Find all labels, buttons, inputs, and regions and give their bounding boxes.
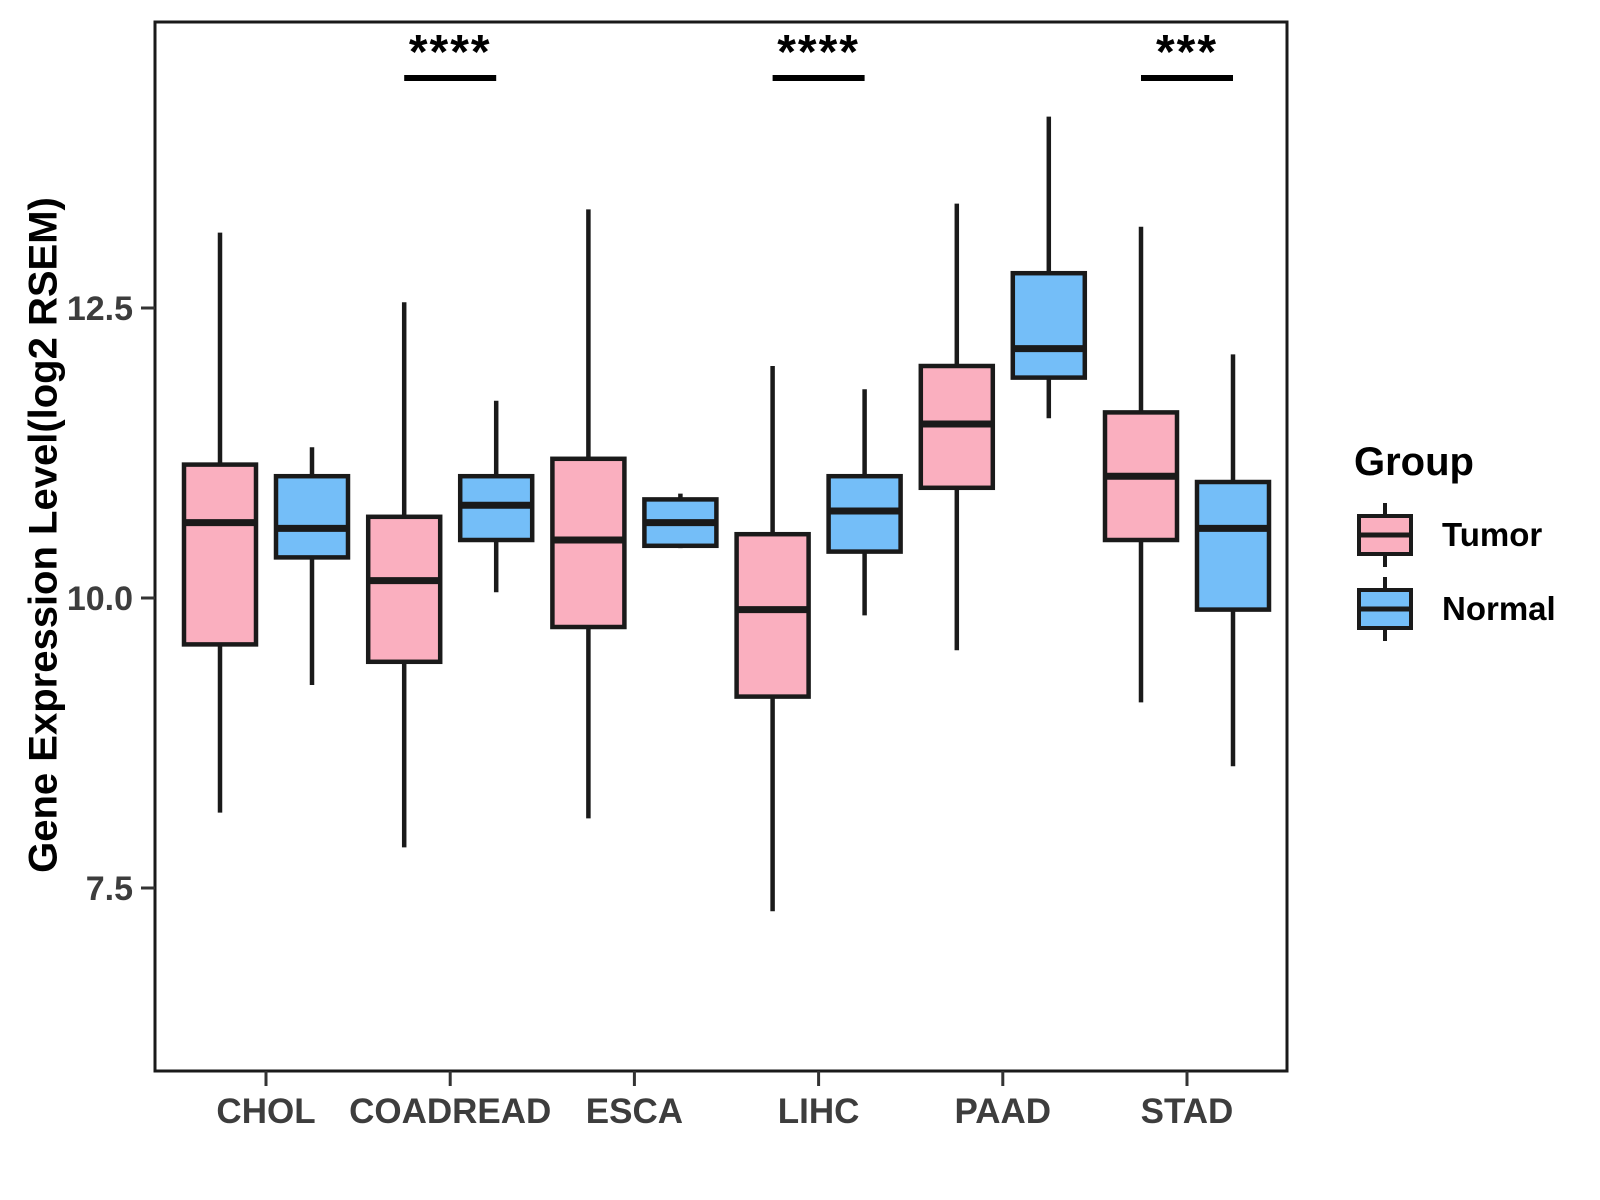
x-tick-label: CHOL: [216, 1092, 315, 1131]
x-tick-label: ESCA: [586, 1092, 683, 1131]
x-tick-label: LIHC: [778, 1092, 860, 1131]
legend-key-normal-boxplot-glyph: [1357, 577, 1413, 641]
x-tick-label: COADREAD: [349, 1092, 551, 1131]
legend: Group Tumor Normal: [1352, 440, 1556, 649]
box-stad-normal: [1194, 479, 1272, 612]
legend-entry-tumor: Tumor: [1352, 501, 1556, 569]
y-tick-label: 7.5: [86, 870, 133, 908]
box-chol-normal: [273, 473, 351, 560]
significance-stars-lihc: ****: [777, 26, 860, 79]
significance-stars-stad: ***: [1156, 26, 1218, 79]
legend-entries: Tumor Normal: [1352, 501, 1556, 643]
x-tick-label: STAD: [1141, 1092, 1234, 1131]
legend-label: Tumor: [1442, 516, 1543, 553]
legend-title: Group: [1354, 440, 1474, 484]
legend-label: Normal: [1442, 590, 1556, 627]
legend-key-tumor-boxplot-glyph: [1357, 503, 1413, 567]
y-tick-label: 12.5: [67, 290, 133, 328]
legend-entry-normal: Normal: [1352, 575, 1556, 643]
y-tick-label: 10.0: [67, 580, 133, 618]
box-chol-tumor: [181, 462, 259, 647]
box-lihc-tumor: [734, 531, 811, 699]
box-coadread-tumor: [365, 514, 443, 665]
y-axis-title: Gene Expression Level(log2 RSEM): [21, 197, 66, 873]
x-tick-label: PAAD: [955, 1092, 1052, 1131]
significance-stars-coadread: ****: [409, 26, 492, 79]
box-paad-normal: [1010, 270, 1088, 380]
